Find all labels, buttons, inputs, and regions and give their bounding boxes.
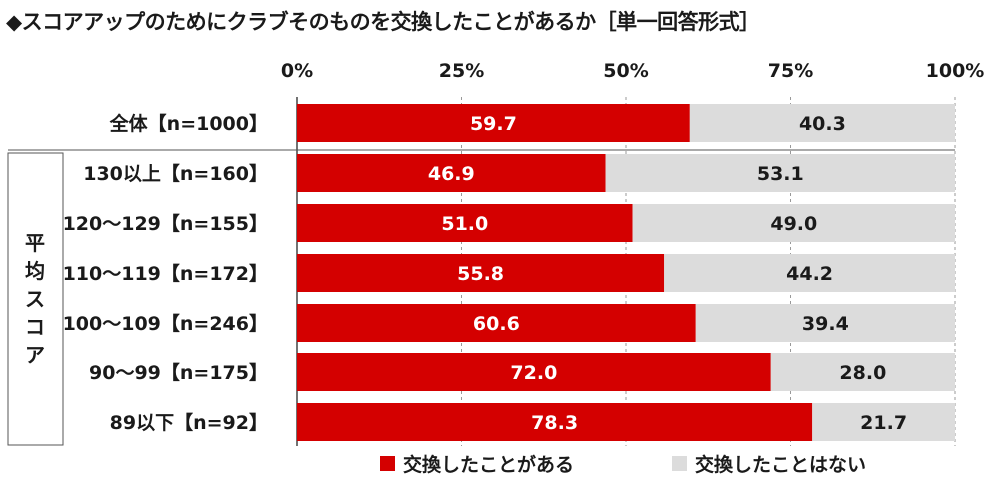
data-label: 55.8 [457, 263, 504, 285]
bar-segment [605, 154, 955, 192]
x-tick-label: 0% [281, 60, 313, 82]
data-label: 53.1 [757, 163, 804, 185]
group-bracket [7, 152, 64, 446]
x-tick-label: 50% [603, 60, 648, 82]
data-label: 51.0 [441, 213, 488, 235]
data-label: 72.0 [510, 362, 557, 384]
group-label-char: 平 [25, 231, 45, 255]
group-label-char: ス [25, 287, 45, 311]
bar-segment [297, 104, 690, 142]
category-label: 110～119【n=172】 [63, 262, 268, 285]
group-label-char: 均 [25, 259, 45, 283]
group-label-char: ア [25, 343, 45, 367]
bar-segment [770, 353, 955, 391]
category-label: 120～129【n=155】 [63, 212, 268, 235]
data-label: 49.0 [770, 213, 817, 235]
bar-segment [297, 254, 665, 292]
bar-segment [297, 353, 771, 391]
category-label: 130以上【n=160】 [83, 162, 268, 185]
bar-segment [695, 304, 955, 342]
bar-segment [297, 403, 813, 441]
bar-segment [297, 304, 696, 342]
bar-segment [297, 154, 606, 192]
chart-title: ◆スコアアップのためにクラブそのものを交換したことがあるか［単一回答形式］ [6, 10, 760, 34]
data-label: 46.9 [428, 163, 475, 185]
data-label: 40.3 [799, 113, 846, 135]
bar-segment [689, 104, 955, 142]
data-label: 44.2 [786, 263, 833, 285]
group-label-char: コ [25, 315, 45, 339]
data-label: 78.3 [531, 412, 578, 434]
data-label: 60.6 [473, 313, 520, 335]
bar-segment [812, 403, 955, 441]
category-label: 89以下【n=92】 [110, 411, 268, 434]
legend-swatch [672, 456, 687, 471]
category-label: 90～99【n=175】 [89, 361, 268, 384]
data-label: 28.0 [839, 362, 886, 384]
x-tick-label: 25% [439, 60, 484, 82]
x-tick-label: 100% [926, 60, 985, 82]
x-tick-label: 75% [768, 60, 813, 82]
bar-segment [297, 204, 633, 242]
bar-segment [664, 254, 955, 292]
legend-swatch [380, 456, 395, 471]
legend-label: 交換したことはない [695, 453, 866, 476]
bar-segment [632, 204, 955, 242]
data-label: 59.7 [470, 113, 517, 135]
data-label: 21.7 [860, 412, 907, 434]
legend-label: 交換したことがある [403, 453, 574, 476]
category-label: 全体【n=1000】 [109, 112, 268, 135]
category-label: 100～109【n=246】 [63, 312, 268, 335]
data-label: 39.4 [802, 313, 849, 335]
